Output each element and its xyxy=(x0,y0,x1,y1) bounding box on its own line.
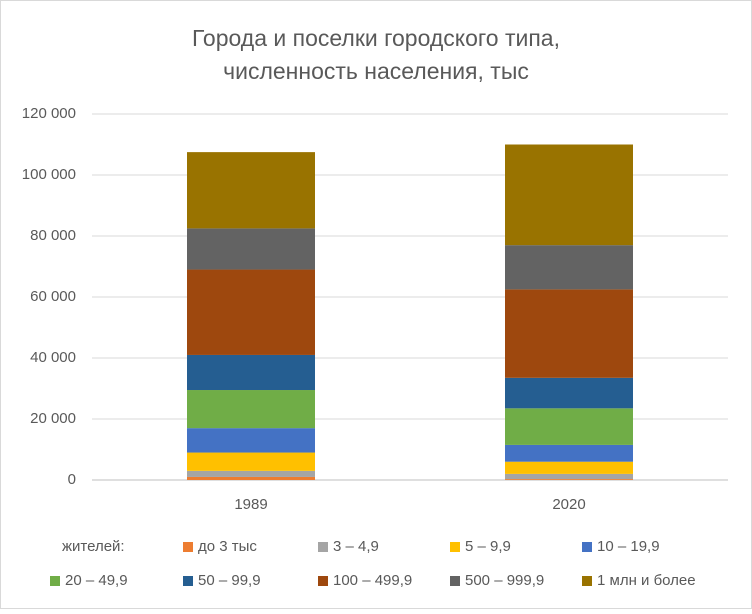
y-tick-label: 40 000 xyxy=(30,349,76,366)
bar-segment xyxy=(187,428,315,453)
legend-swatch xyxy=(582,576,592,586)
legend-swatch xyxy=(183,576,193,586)
legend-label: 100 – 499,9 xyxy=(333,572,412,589)
legend-label: 20 – 49,9 xyxy=(65,572,128,589)
bar-segment xyxy=(505,473,633,480)
bar-segment xyxy=(505,377,633,409)
bar-segment xyxy=(505,245,633,290)
legend-swatch xyxy=(183,542,193,552)
y-tick-label: 100 000 xyxy=(22,166,76,183)
chart-title: численность населения, тыс xyxy=(223,58,529,84)
legend-swatch xyxy=(582,542,592,552)
chart-title: Города и поселки городского типа, xyxy=(192,25,560,51)
legend-label: 3 – 4,9 xyxy=(333,538,379,555)
bar-segment xyxy=(505,289,633,378)
legend-label: 50 – 99,9 xyxy=(198,572,261,589)
bar-segment xyxy=(505,144,633,246)
legend-label: до 3 тыс xyxy=(198,538,257,555)
legend-swatch xyxy=(318,576,328,586)
y-tick-label: 60 000 xyxy=(30,288,76,305)
bar-segment xyxy=(187,152,315,229)
legend-label: 10 – 19,9 xyxy=(597,538,660,555)
bar-segment xyxy=(187,470,315,477)
bar-segment xyxy=(505,444,633,462)
legend-swatch xyxy=(450,576,460,586)
legend-label: 5 – 9,9 xyxy=(465,538,511,555)
bar-segment xyxy=(187,228,315,270)
y-tick-label: 120 000 xyxy=(22,105,76,122)
bar-segment xyxy=(187,390,315,429)
bar-segment xyxy=(187,354,315,391)
y-tick-label: 80 000 xyxy=(30,227,76,244)
legend-swatch xyxy=(318,542,328,552)
y-tick-label: 20 000 xyxy=(30,410,76,427)
bar-segment xyxy=(187,269,315,355)
x-tick-label: 2020 xyxy=(552,496,585,513)
x-tick-label: 1989 xyxy=(234,496,267,513)
bar-segment xyxy=(187,476,315,480)
bar-segment xyxy=(505,461,633,474)
legend-swatch xyxy=(50,576,60,586)
bar-segment xyxy=(505,408,633,445)
y-tick-label: 0 xyxy=(68,471,76,488)
bar-segment xyxy=(187,452,315,471)
bar-segment xyxy=(505,479,633,480)
legend-label: 1 млн и более xyxy=(597,572,696,589)
legend-title: жителей: xyxy=(62,538,125,555)
legend-swatch xyxy=(450,542,460,552)
legend-label: 500 – 999,9 xyxy=(465,572,544,589)
